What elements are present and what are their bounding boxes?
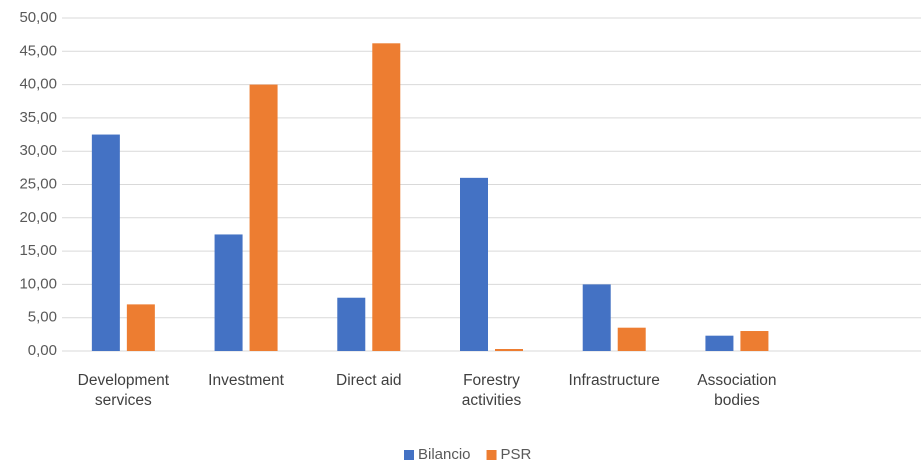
bar — [460, 177, 488, 351]
y-tick-label: 25,00 — [19, 175, 57, 192]
x-tick-label: Association bodies — [697, 372, 777, 409]
bar — [372, 43, 401, 352]
bar — [495, 349, 523, 351]
bar — [617, 327, 646, 351]
bar — [705, 335, 734, 351]
x-tick-label: Investment — [208, 372, 284, 389]
y-tick-label: 10,00 — [19, 275, 57, 292]
y-tick-label: 20,00 — [19, 209, 57, 226]
bar — [249, 84, 278, 351]
y-tick-label: 40,00 — [19, 76, 57, 93]
legend-swatch — [404, 450, 414, 460]
y-tick-label: 5,00 — [28, 309, 57, 326]
x-tick-label: Development services — [77, 372, 169, 409]
bar — [91, 134, 120, 351]
y-tick-label: 30,00 — [19, 142, 57, 159]
y-tick-label: 35,00 — [19, 109, 57, 126]
legend-label: Bilancio — [418, 446, 471, 463]
bar — [337, 297, 366, 351]
y-tick-label: 45,00 — [19, 42, 57, 59]
legend-swatch — [486, 450, 497, 460]
y-tick-label: 50,00 — [19, 9, 57, 26]
x-tick-label: Direct aid — [336, 372, 402, 389]
bar — [740, 331, 769, 351]
legend-label: PSR — [501, 446, 532, 463]
bar — [126, 304, 155, 351]
bar — [582, 284, 611, 351]
x-tick-label: Forestry activities — [461, 372, 522, 409]
y-tick-label: 0,00 — [28, 342, 57, 359]
bar — [214, 234, 243, 351]
y-tick-label: 15,00 — [19, 242, 57, 259]
x-tick-label: Infrastructure — [568, 372, 660, 389]
